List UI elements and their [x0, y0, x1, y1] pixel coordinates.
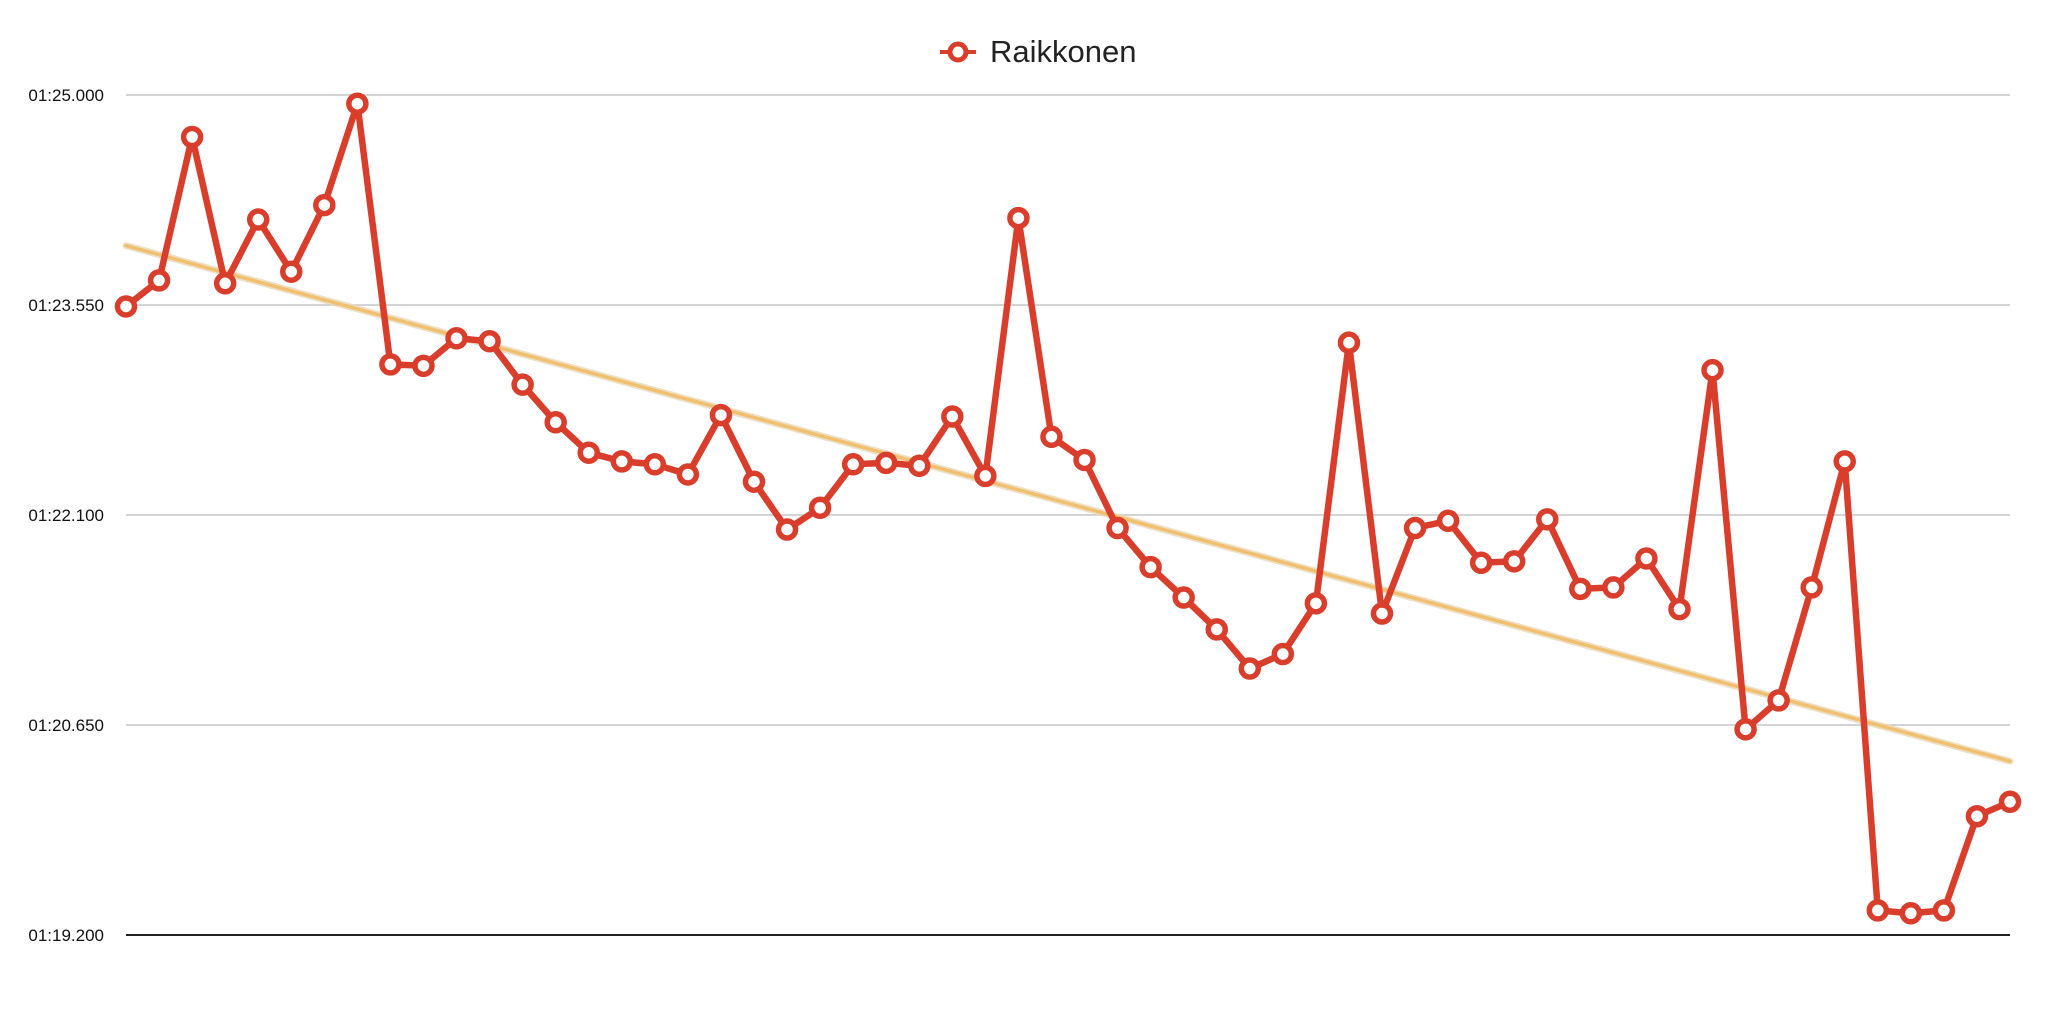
data-point	[379, 353, 402, 376]
data-point	[1007, 206, 1030, 230]
y-tick-label: 01:23.550	[28, 296, 104, 315]
data-point	[1403, 516, 1427, 540]
data-point	[313, 193, 336, 217]
data-point	[280, 260, 303, 283]
y-tick-label: 01:20.650	[28, 716, 104, 735]
data-point	[478, 329, 501, 353]
data-point	[974, 464, 997, 488]
data-point	[1866, 899, 1890, 922]
data-point	[246, 208, 270, 231]
data-point	[511, 373, 534, 396]
data-point	[742, 470, 766, 493]
data-point	[1833, 450, 1856, 473]
data-point	[412, 354, 435, 378]
data-point	[874, 451, 898, 475]
data-point	[346, 92, 369, 115]
data-point	[1106, 516, 1129, 540]
data-point	[676, 463, 700, 486]
data-point	[1370, 602, 1394, 625]
data-point	[709, 403, 733, 427]
data-point	[775, 518, 799, 541]
trendline-layer	[122, 242, 2014, 765]
data-point	[1899, 902, 1923, 925]
data-point	[1998, 790, 2022, 814]
data-point	[544, 411, 567, 434]
data-point	[213, 272, 237, 295]
data-point	[1734, 718, 1757, 741]
y-axis-tick-labels: 01:19.200 01:20.650 01:22.100 01:23.550 01:2…	[28, 86, 104, 945]
legend: Raikkonen	[940, 30, 1136, 74]
data-point	[1932, 899, 1956, 922]
data-point	[1469, 551, 1493, 575]
data-point	[1502, 550, 1526, 573]
data-point	[180, 125, 204, 149]
data-point	[1337, 331, 1361, 354]
data-point	[941, 405, 964, 428]
data-point	[147, 269, 171, 292]
y-tick-label: 01:22.100	[28, 506, 104, 525]
data-point	[1304, 592, 1328, 615]
series-line-raikkonen	[122, 100, 2014, 917]
data-point	[1602, 576, 1625, 599]
data-point	[1073, 448, 1096, 472]
data-point	[1536, 508, 1559, 531]
data-point	[610, 450, 634, 473]
data-point	[1965, 804, 1989, 828]
data-point	[841, 453, 865, 476]
y-tick-label: 01:19.200	[28, 926, 104, 945]
data-point	[1205, 618, 1228, 641]
gridlines	[126, 94, 2010, 936]
trendline	[124, 243, 2012, 763]
data-point	[1668, 597, 1691, 621]
series-layer	[114, 92, 2022, 925]
data-point	[1139, 555, 1162, 579]
data-point	[1569, 577, 1592, 601]
data-point	[577, 441, 600, 464]
legend-marker-icon	[940, 41, 976, 63]
data-point	[1238, 657, 1262, 680]
y-tick-label: 01:25.000	[28, 86, 104, 105]
data-point	[908, 454, 931, 478]
data-point	[1271, 642, 1295, 666]
data-point	[643, 453, 667, 476]
data-point	[1800, 576, 1823, 599]
legend-label: Raikkonen	[990, 34, 1137, 69]
data-point	[1040, 425, 1063, 449]
data-point	[114, 295, 138, 318]
data-point	[808, 496, 832, 520]
data-point	[1767, 689, 1790, 712]
data-point	[1172, 586, 1195, 609]
data-point	[1635, 547, 1658, 570]
data-point	[1436, 509, 1460, 533]
data-point	[445, 327, 468, 350]
data-point	[1701, 358, 1724, 382]
